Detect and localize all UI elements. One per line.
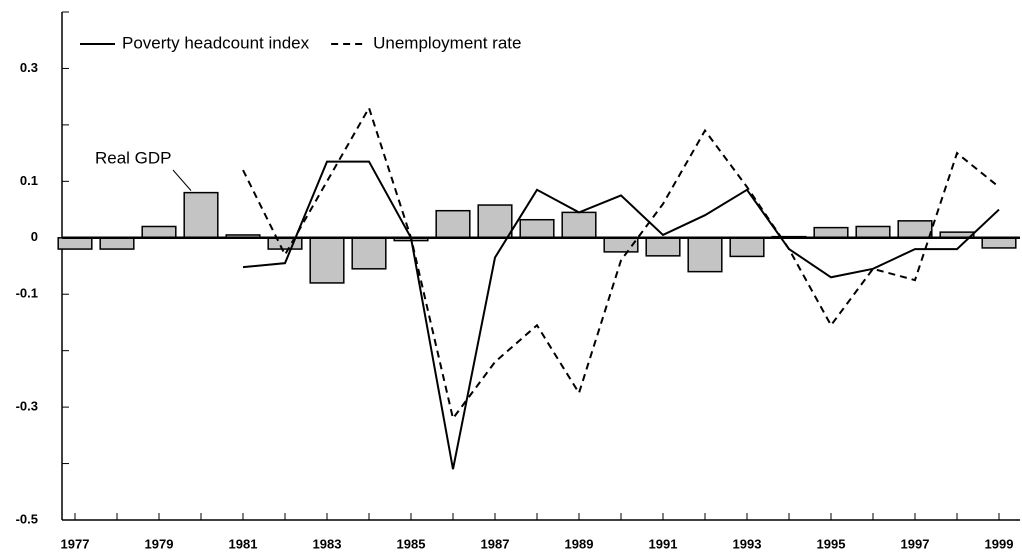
bar bbox=[645, 237, 681, 257]
annotation: Real GDP bbox=[95, 148, 172, 167]
bar bbox=[57, 237, 93, 250]
x-tick-label: 1991 bbox=[649, 536, 678, 551]
y-tick-label: 0.3 bbox=[20, 60, 38, 75]
bar bbox=[309, 237, 345, 284]
line-series bbox=[242, 105, 1000, 421]
bar bbox=[813, 226, 849, 239]
x-tick-label: 1977 bbox=[61, 536, 90, 551]
y-tick-label: -0.3 bbox=[16, 399, 38, 414]
x-tick-label: 1985 bbox=[397, 536, 426, 551]
x-tick-label: 1981 bbox=[229, 536, 258, 551]
bar bbox=[897, 220, 933, 239]
bar bbox=[267, 237, 303, 250]
legend-label: Poverty headcount index bbox=[122, 33, 310, 52]
bar bbox=[351, 237, 387, 270]
bar bbox=[141, 225, 177, 239]
x-tick-label: 1983 bbox=[313, 536, 342, 551]
bar bbox=[477, 204, 513, 239]
x-tick-label: 1999 bbox=[985, 536, 1014, 551]
bar bbox=[519, 218, 555, 239]
bar bbox=[435, 209, 471, 239]
bar bbox=[561, 211, 597, 239]
x-tick-label: 1997 bbox=[901, 536, 930, 551]
x-tick-label: 1979 bbox=[145, 536, 174, 551]
y-tick-label: 0.1 bbox=[20, 173, 38, 188]
x-tick-label: 1987 bbox=[481, 536, 510, 551]
bar bbox=[99, 237, 135, 250]
bar bbox=[729, 237, 765, 258]
annotation-leader bbox=[172, 169, 192, 191]
line-series bbox=[242, 160, 1000, 470]
y-tick-label: 0 bbox=[31, 229, 38, 244]
bar bbox=[183, 191, 219, 239]
x-tick-label: 1995 bbox=[817, 536, 846, 551]
bar bbox=[855, 225, 891, 239]
y-tick-label: -0.5 bbox=[16, 511, 38, 526]
x-tick-label: 1989 bbox=[565, 536, 594, 551]
bar bbox=[687, 237, 723, 273]
legend-label: Unemployment rate bbox=[373, 33, 521, 52]
x-tick-label: 1993 bbox=[733, 536, 762, 551]
y-tick-label: -0.1 bbox=[16, 286, 38, 301]
bar bbox=[981, 237, 1017, 249]
